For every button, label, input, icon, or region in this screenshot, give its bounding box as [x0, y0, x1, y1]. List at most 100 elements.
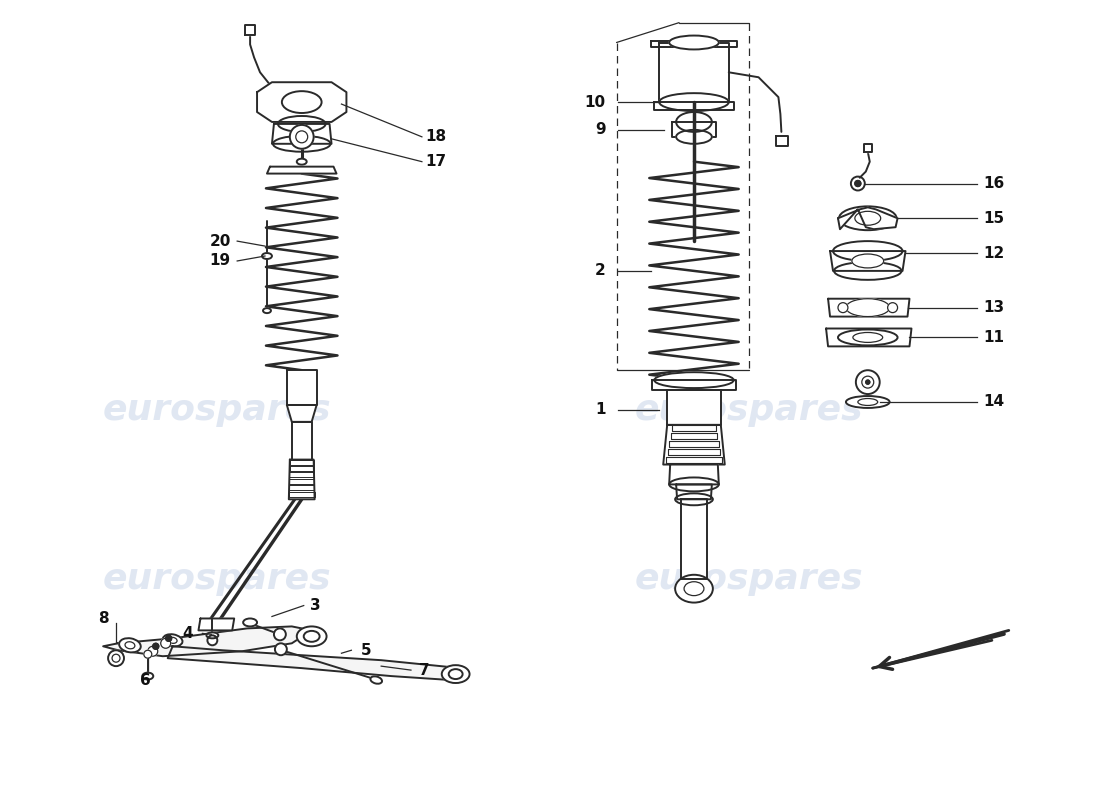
- Text: 11: 11: [983, 330, 1004, 345]
- Ellipse shape: [125, 642, 135, 649]
- Polygon shape: [830, 251, 905, 271]
- Ellipse shape: [676, 112, 712, 132]
- Polygon shape: [287, 405, 317, 422]
- Text: 9: 9: [595, 122, 606, 138]
- Ellipse shape: [676, 130, 712, 144]
- Circle shape: [856, 370, 880, 394]
- Ellipse shape: [163, 634, 183, 646]
- Circle shape: [108, 650, 124, 666]
- Text: 1: 1: [595, 402, 606, 418]
- Circle shape: [144, 650, 152, 658]
- Ellipse shape: [852, 333, 882, 342]
- Circle shape: [851, 177, 865, 190]
- Polygon shape: [838, 207, 898, 229]
- Polygon shape: [864, 144, 871, 152]
- Polygon shape: [663, 425, 725, 465]
- Ellipse shape: [273, 136, 330, 152]
- Polygon shape: [669, 465, 718, 485]
- Circle shape: [208, 635, 218, 646]
- Ellipse shape: [675, 574, 713, 602]
- Ellipse shape: [207, 632, 218, 638]
- Ellipse shape: [669, 35, 718, 50]
- Ellipse shape: [297, 626, 327, 646]
- Text: 5: 5: [361, 642, 372, 658]
- Polygon shape: [826, 329, 912, 346]
- Ellipse shape: [846, 396, 890, 408]
- Circle shape: [888, 302, 898, 313]
- Polygon shape: [103, 626, 311, 656]
- Text: 19: 19: [210, 254, 231, 269]
- Polygon shape: [289, 459, 315, 499]
- Ellipse shape: [142, 673, 153, 679]
- Polygon shape: [652, 380, 736, 390]
- Text: 3: 3: [310, 598, 321, 613]
- Ellipse shape: [833, 241, 902, 261]
- Text: 18: 18: [425, 130, 446, 144]
- Circle shape: [861, 376, 873, 388]
- Ellipse shape: [669, 478, 718, 491]
- Ellipse shape: [858, 398, 878, 406]
- Text: 8: 8: [98, 611, 109, 626]
- Ellipse shape: [684, 582, 704, 596]
- Polygon shape: [198, 618, 234, 630]
- Ellipse shape: [243, 618, 257, 626]
- Circle shape: [112, 654, 120, 662]
- Ellipse shape: [282, 91, 321, 113]
- Text: 4: 4: [183, 626, 192, 641]
- Ellipse shape: [304, 631, 320, 642]
- Ellipse shape: [675, 494, 713, 506]
- Text: eurospares: eurospares: [103, 562, 331, 596]
- Circle shape: [161, 638, 170, 648]
- Ellipse shape: [297, 158, 307, 165]
- Ellipse shape: [846, 298, 890, 317]
- Text: 16: 16: [983, 176, 1004, 191]
- Circle shape: [296, 131, 308, 142]
- Polygon shape: [245, 25, 255, 34]
- Circle shape: [838, 302, 848, 313]
- Ellipse shape: [449, 669, 463, 679]
- Circle shape: [275, 643, 287, 655]
- Ellipse shape: [168, 638, 177, 643]
- Polygon shape: [167, 646, 461, 680]
- Polygon shape: [676, 485, 712, 499]
- Text: 12: 12: [983, 246, 1004, 261]
- Polygon shape: [672, 122, 716, 137]
- Ellipse shape: [262, 253, 272, 259]
- Text: 6: 6: [141, 673, 151, 687]
- Ellipse shape: [834, 262, 902, 280]
- Polygon shape: [681, 499, 707, 578]
- Ellipse shape: [278, 116, 326, 132]
- Circle shape: [855, 181, 861, 186]
- Ellipse shape: [839, 206, 896, 230]
- Polygon shape: [668, 390, 720, 425]
- Polygon shape: [659, 42, 728, 102]
- Text: 20: 20: [210, 234, 231, 249]
- Polygon shape: [828, 298, 910, 317]
- Circle shape: [153, 643, 158, 650]
- Polygon shape: [287, 370, 317, 405]
- Text: 7: 7: [419, 662, 429, 678]
- Text: 10: 10: [584, 94, 606, 110]
- Ellipse shape: [838, 330, 898, 346]
- Text: 17: 17: [425, 154, 446, 169]
- Ellipse shape: [659, 93, 728, 111]
- Text: 2: 2: [595, 263, 606, 278]
- Circle shape: [866, 380, 870, 384]
- Polygon shape: [654, 102, 734, 110]
- Text: 13: 13: [983, 300, 1004, 315]
- Text: eurospares: eurospares: [635, 393, 862, 427]
- Text: eurospares: eurospares: [103, 393, 331, 427]
- Ellipse shape: [442, 665, 470, 683]
- Ellipse shape: [855, 211, 881, 226]
- Ellipse shape: [851, 254, 883, 268]
- Polygon shape: [292, 422, 311, 459]
- Polygon shape: [651, 41, 737, 47]
- Ellipse shape: [119, 638, 141, 652]
- Ellipse shape: [654, 372, 734, 388]
- Circle shape: [166, 635, 172, 642]
- Polygon shape: [777, 136, 789, 146]
- Polygon shape: [272, 124, 331, 144]
- Text: 14: 14: [983, 394, 1004, 410]
- Ellipse shape: [263, 308, 271, 313]
- Polygon shape: [257, 82, 346, 122]
